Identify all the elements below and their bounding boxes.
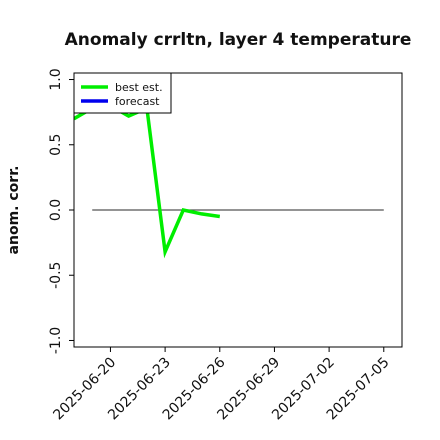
plot-area: -1.0-0.50.00.51.02025-06-202025-06-23202…: [48, 68, 403, 423]
y-tick-label: -0.5: [48, 262, 64, 289]
y-axis-label: anom. corr.: [6, 166, 22, 255]
series-line-0: [74, 103, 221, 259]
y-tick-label: 1.0: [48, 68, 64, 90]
y-tick-label: 0.5: [48, 134, 64, 156]
y-tick-label: 0.0: [48, 199, 64, 221]
legend-label-1: forecast: [115, 95, 160, 108]
legend-box: [73, 72, 172, 114]
y-tick-label: -1.0: [48, 327, 64, 354]
chart-title: Anomaly crrltn, layer 4 temperature: [65, 30, 412, 50]
legend-label-0: best est.: [115, 81, 163, 94]
